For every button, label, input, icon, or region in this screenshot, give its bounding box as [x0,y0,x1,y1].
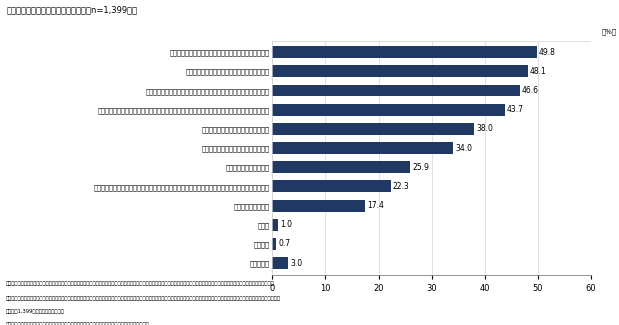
Text: （1,399人）を対象にした回答: （1,399人）を対象にした回答 [6,309,65,314]
Text: 43.7: 43.7 [507,105,524,114]
Text: （%）: （%） [602,28,617,35]
Text: 38.0: 38.0 [477,124,493,133]
Text: 25.9: 25.9 [412,163,429,172]
Bar [272,161,410,173]
Bar [272,180,391,192]
Text: 34.0: 34.0 [455,144,472,152]
Text: 22.3: 22.3 [393,182,410,191]
Text: 図表　懸念事項への対応（複数回答、n=1,399人）: 図表 懸念事項への対応（複数回答、n=1,399人） [6,5,137,14]
Text: 1.0: 1.0 [280,220,292,229]
Text: 46.6: 46.6 [522,86,539,95]
Text: 48.1: 48.1 [530,67,547,76]
Bar [272,65,528,77]
Bar [272,123,474,135]
Bar [272,257,288,269]
Text: 「個人情報が漏えいすることにより、プライバシーが侵害されるおそれがあること」、「マイナンバーや個人情報の不正利用により、被害に遭うおそれがあること」、「その他」: 「個人情報が漏えいすることにより、プライバシーが侵害されるおそれがあること」、「… [6,296,281,301]
Text: 17.4: 17.4 [367,201,384,210]
Bar [272,84,520,97]
Bar [272,46,537,58]
Bar [272,142,453,154]
Bar [272,219,278,231]
Bar [272,104,504,116]
Text: （注）　対問「マイナンバー制度における個人情報の取扱いに関することで、あなたが最も不安に思うこと」で、「国により個人情報が一元管理され、監視、監督されるおそれが: （注） 対問「マイナンバー制度における個人情報の取扱いに関することで、あなたが最… [6,281,275,286]
Text: （出所）　内閣府　「マイナンバー（社会保障・税番号）法案に関する世論調査」を基に大和総研作成: （出所） 内閣府 「マイナンバー（社会保障・税番号）法案に関する世論調査」を基に… [6,322,150,325]
Bar [272,41,591,275]
Text: 3.0: 3.0 [290,259,303,267]
Text: 49.8: 49.8 [539,48,556,57]
Bar [272,200,365,212]
Bar [272,238,276,250]
Text: 0.7: 0.7 [278,240,290,248]
